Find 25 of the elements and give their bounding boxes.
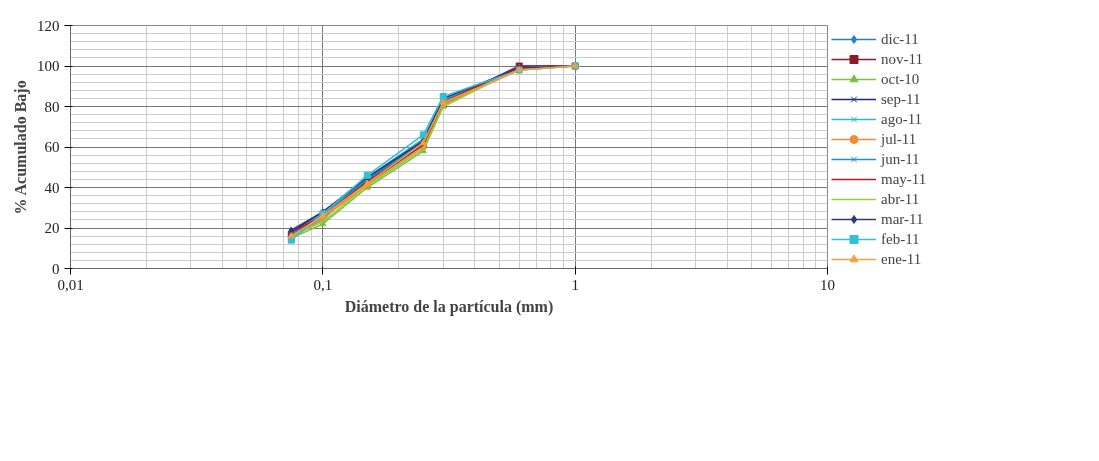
y-tick-label: 40	[44, 179, 60, 196]
legend-label: feb-11	[881, 229, 921, 249]
legend-label: nov-11	[881, 49, 924, 69]
x-tick-label: 1	[571, 276, 579, 293]
legend-label: dic-11	[881, 29, 920, 49]
y-tick-label: 0	[52, 260, 60, 277]
legend-label: oct-10	[881, 69, 921, 89]
legend-label: sep-11	[881, 89, 922, 109]
y-tick-label: 60	[44, 139, 60, 155]
legend-label: abr-11	[881, 189, 921, 209]
x-axis-title: Diámetro de la partícula (mm)	[344, 297, 554, 316]
legend-label: may-11	[881, 169, 928, 189]
y-tick-label: 20	[44, 220, 60, 236]
x-tick-label: 10	[820, 276, 835, 293]
legend-label: mar-11	[881, 209, 925, 229]
x-tick-label: 0,1	[313, 276, 333, 293]
y-tick-label: 100	[37, 58, 60, 74]
y-axis-title: % Acumulado Bajo	[12, 80, 30, 215]
legend-label: jul-11	[881, 129, 918, 149]
x-tick-label: 0,01	[57, 276, 84, 293]
y-tick-label: 80	[44, 98, 60, 115]
legend-label: jun-11	[881, 149, 921, 169]
y-tick-label: 120	[37, 17, 60, 34]
legend-label: ago-11	[881, 109, 924, 129]
legend-label: ene-11	[881, 249, 923, 269]
